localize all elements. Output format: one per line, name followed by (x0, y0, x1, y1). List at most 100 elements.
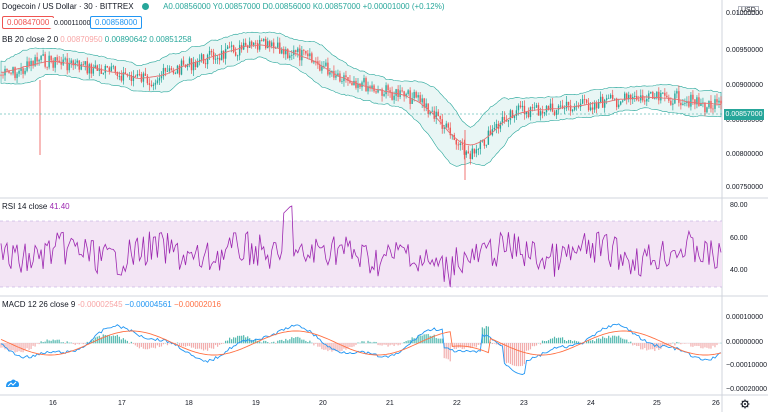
candle-body (379, 89, 381, 91)
macd-histogram-bar (2, 343, 4, 348)
macd-histogram-bar (14, 343, 16, 353)
bb-legend[interactable]: BB 20 close 2 0 0.00870950 0.00890642 0.… (2, 35, 192, 45)
candle-body (349, 80, 351, 83)
sell-price-button[interactable]: 0.00847000 (2, 16, 55, 29)
candle-body (232, 45, 235, 53)
candle-body (485, 144, 488, 146)
macd-histogram-bar (259, 341, 261, 344)
candle-body (319, 64, 321, 71)
macd-histogram-bar (148, 343, 151, 349)
buy-price-button[interactable]: 0.00858000 (90, 16, 143, 29)
macd-histogram-bar (672, 342, 674, 344)
macd-histogram-bar (186, 343, 189, 346)
candle-body (515, 110, 518, 116)
macd-histogram-bar (198, 343, 201, 349)
macd-legend[interactable]: MACD 12 26 close 9 -0.00002545 −0.000045… (2, 300, 221, 310)
macd-histogram-bar (433, 334, 435, 344)
macd-histogram-bar (20, 343, 22, 353)
macd-histogram-bar (271, 342, 273, 344)
candle-body (666, 95, 668, 98)
macd-histogram-bar (58, 339, 60, 344)
bb-basis-value: 0.00870950 (60, 35, 103, 44)
candle-body (38, 59, 40, 62)
macd-histogram-bar (624, 339, 626, 344)
macd-histogram-bar (124, 339, 126, 344)
macd-histogram-bar (265, 340, 267, 344)
candle-body (347, 77, 349, 81)
macd-histogram-bar (565, 341, 568, 344)
candle-body (132, 75, 135, 82)
macd-histogram-bar (393, 343, 395, 347)
candle-body (678, 91, 680, 103)
macd-histogram-bar (473, 343, 475, 347)
macd-histogram-bar (134, 343, 136, 346)
candle-body (437, 111, 439, 117)
macd-histogram-bar (614, 335, 616, 344)
candle-body (353, 80, 355, 86)
macd-histogram-bar (596, 338, 598, 344)
macd-histogram-bar (606, 338, 608, 344)
symbol-title[interactable]: Dogecoin / US Dollar · 30 · BITTREX (2, 2, 134, 11)
macd-histogram-bar (361, 341, 363, 344)
candle-body (407, 90, 409, 94)
macd-histogram-bar (383, 343, 385, 345)
macd-histogram-bar (94, 337, 96, 344)
candle-body (597, 102, 600, 109)
candle-body (124, 72, 127, 75)
macd-histogram-bar (235, 337, 237, 344)
macd-histogram-bar (194, 343, 197, 349)
candle-body (98, 68, 100, 71)
symbol-legend: Dogecoin / US Dollar · 30 · BITTREX A0.0… (2, 2, 445, 12)
rsi-legend[interactable]: RSI 14 close 41.40 (2, 202, 70, 212)
candle-body (634, 95, 636, 97)
candle-body (475, 149, 478, 154)
macd-histogram-bar (295, 337, 297, 344)
macd-histogram-bar (38, 343, 40, 345)
candle-body (40, 55, 42, 60)
macd-histogram-bar (160, 343, 163, 347)
candle-body (70, 60, 72, 64)
macd-histogram-bar (4, 343, 6, 350)
candle-body (120, 75, 123, 81)
candle-body (150, 84, 153, 86)
candle-body (595, 102, 598, 109)
candle-body (467, 151, 469, 154)
candle-body (248, 41, 251, 48)
macd-histogram-bar (269, 343, 271, 344)
macd-histogram-bar (646, 343, 648, 351)
macd-histogram-bar (108, 335, 110, 344)
candle-body (664, 92, 666, 96)
macd-histogram-bar (10, 343, 12, 351)
candle-body (315, 61, 317, 62)
candle-body (242, 42, 245, 50)
rsi-value: 41.40 (49, 202, 70, 211)
candle-body (489, 130, 492, 136)
currency-label[interactable]: USD (738, 6, 759, 15)
candle-body (638, 99, 640, 101)
candle-body (525, 111, 528, 114)
candle-body (624, 93, 626, 101)
macd-histogram-bar (379, 343, 381, 346)
candle-body (269, 41, 271, 47)
macd-histogram-bar (16, 343, 18, 352)
candle-body (283, 49, 285, 55)
candle-body (563, 108, 566, 110)
candle-body (180, 60, 183, 75)
candle-body (593, 102, 596, 110)
tradingview-logo-icon[interactable] (4, 378, 20, 388)
gear-icon[interactable] (740, 399, 750, 409)
candle-body (636, 95, 638, 100)
eye-icon[interactable] (141, 3, 149, 10)
candle-body (42, 54, 44, 56)
macd-histogram-bar (287, 340, 289, 344)
candle-body (311, 53, 313, 63)
macd-histogram-bar (367, 340, 369, 344)
candle-body (156, 80, 159, 83)
candle-body (551, 103, 554, 112)
macd-histogram-bar (275, 343, 277, 344)
candle-body (553, 111, 556, 115)
macd-histogram-bar (608, 335, 610, 344)
candle-body (463, 144, 465, 155)
